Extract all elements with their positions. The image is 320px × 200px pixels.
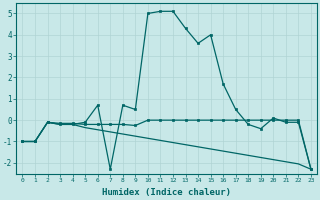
X-axis label: Humidex (Indice chaleur): Humidex (Indice chaleur) <box>102 188 231 197</box>
